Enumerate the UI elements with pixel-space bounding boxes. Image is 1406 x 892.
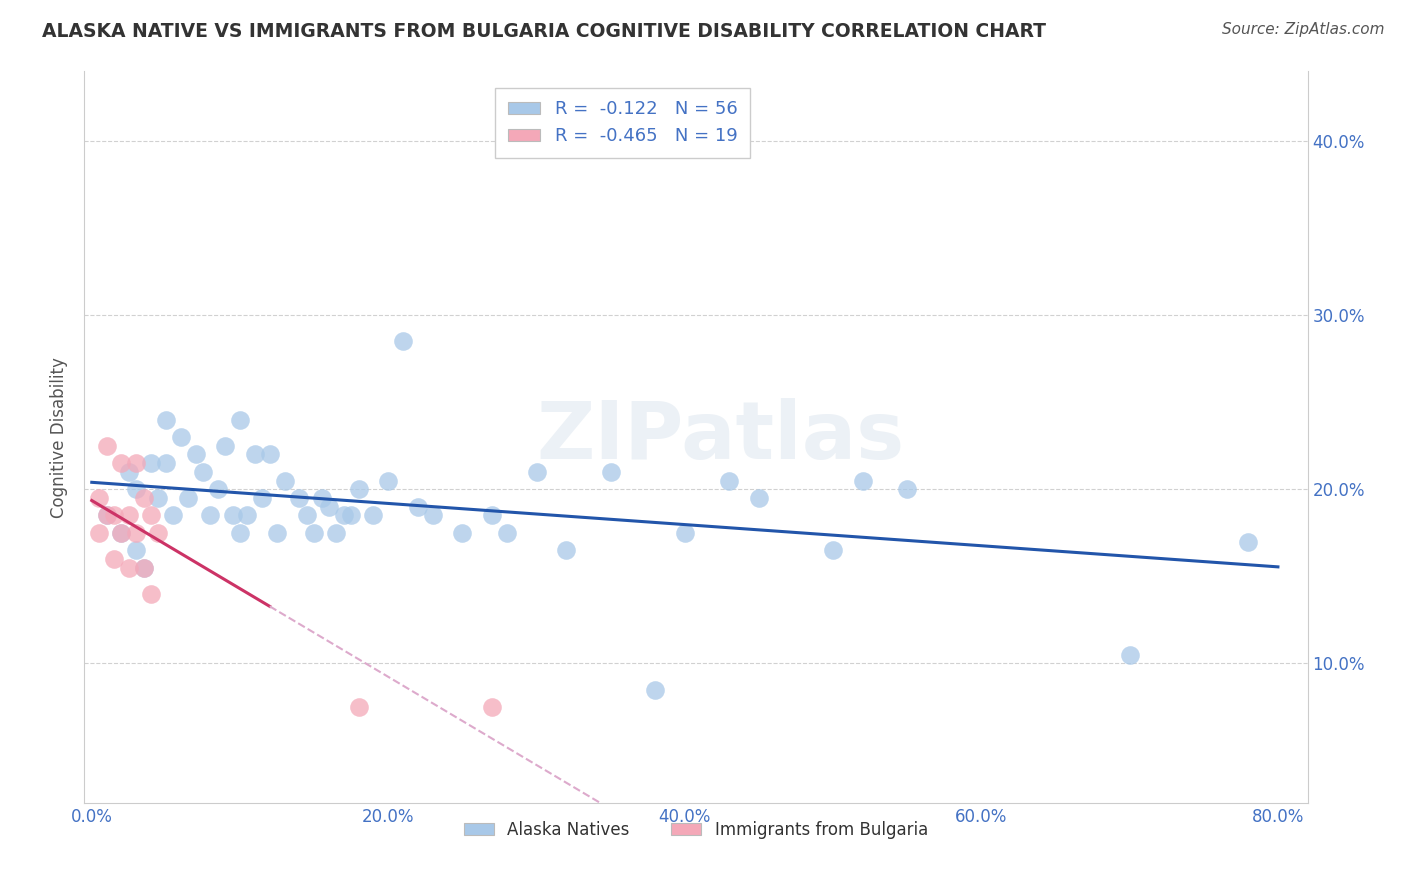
Point — [139, 587, 162, 601]
Point — [177, 491, 200, 505]
Point — [200, 508, 222, 523]
Point — [125, 543, 148, 558]
Point — [311, 491, 333, 505]
Point — [132, 560, 155, 574]
Point — [110, 525, 132, 540]
Point — [132, 491, 155, 505]
Point — [673, 525, 696, 540]
Point — [229, 525, 252, 540]
Point — [333, 508, 356, 523]
Point — [148, 525, 170, 540]
Point — [392, 334, 415, 349]
Point — [295, 508, 318, 523]
Point — [125, 525, 148, 540]
Point — [451, 525, 474, 540]
Point — [1237, 534, 1260, 549]
Point — [236, 508, 259, 523]
Point — [118, 465, 141, 479]
Point — [599, 465, 621, 479]
Point — [823, 543, 845, 558]
Point — [184, 448, 207, 462]
Point — [139, 456, 162, 470]
Point — [96, 508, 118, 523]
Point — [718, 474, 741, 488]
Point — [207, 483, 229, 497]
Point — [526, 465, 548, 479]
Point — [89, 525, 111, 540]
Point — [555, 543, 578, 558]
Point — [347, 483, 370, 497]
Point — [1118, 648, 1140, 662]
Point — [132, 560, 155, 574]
Point — [170, 430, 193, 444]
Point — [125, 483, 148, 497]
Point — [259, 448, 281, 462]
Point — [406, 500, 429, 514]
Point — [266, 525, 288, 540]
Point — [139, 508, 162, 523]
Point — [644, 682, 666, 697]
Point — [96, 508, 118, 523]
Point — [162, 508, 184, 523]
Point — [481, 700, 503, 714]
Legend: Alaska Natives, Immigrants from Bulgaria: Alaska Natives, Immigrants from Bulgaria — [457, 814, 935, 846]
Point — [103, 508, 125, 523]
Text: Source: ZipAtlas.com: Source: ZipAtlas.com — [1222, 22, 1385, 37]
Point — [325, 525, 347, 540]
Point — [363, 508, 385, 523]
Point — [155, 412, 177, 426]
Point — [118, 560, 141, 574]
Point — [110, 525, 132, 540]
Point — [252, 491, 274, 505]
Point — [422, 508, 444, 523]
Point — [377, 474, 399, 488]
Point — [896, 483, 918, 497]
Point — [110, 456, 132, 470]
Point — [148, 491, 170, 505]
Text: ZIPatlas: ZIPatlas — [536, 398, 904, 476]
Point — [748, 491, 770, 505]
Point — [273, 474, 295, 488]
Point — [229, 412, 252, 426]
Point — [288, 491, 311, 505]
Point — [347, 700, 370, 714]
Point — [221, 508, 243, 523]
Y-axis label: Cognitive Disability: Cognitive Disability — [51, 357, 69, 517]
Point — [191, 465, 214, 479]
Point — [243, 448, 266, 462]
Text: ALASKA NATIVE VS IMMIGRANTS FROM BULGARIA COGNITIVE DISABILITY CORRELATION CHART: ALASKA NATIVE VS IMMIGRANTS FROM BULGARI… — [42, 22, 1046, 41]
Point — [103, 552, 125, 566]
Point — [318, 500, 340, 514]
Point — [496, 525, 519, 540]
Point — [96, 439, 118, 453]
Point — [214, 439, 236, 453]
Point — [125, 456, 148, 470]
Point — [852, 474, 875, 488]
Point — [89, 491, 111, 505]
Point — [118, 508, 141, 523]
Point — [155, 456, 177, 470]
Point — [481, 508, 503, 523]
Point — [340, 508, 363, 523]
Point — [302, 525, 325, 540]
